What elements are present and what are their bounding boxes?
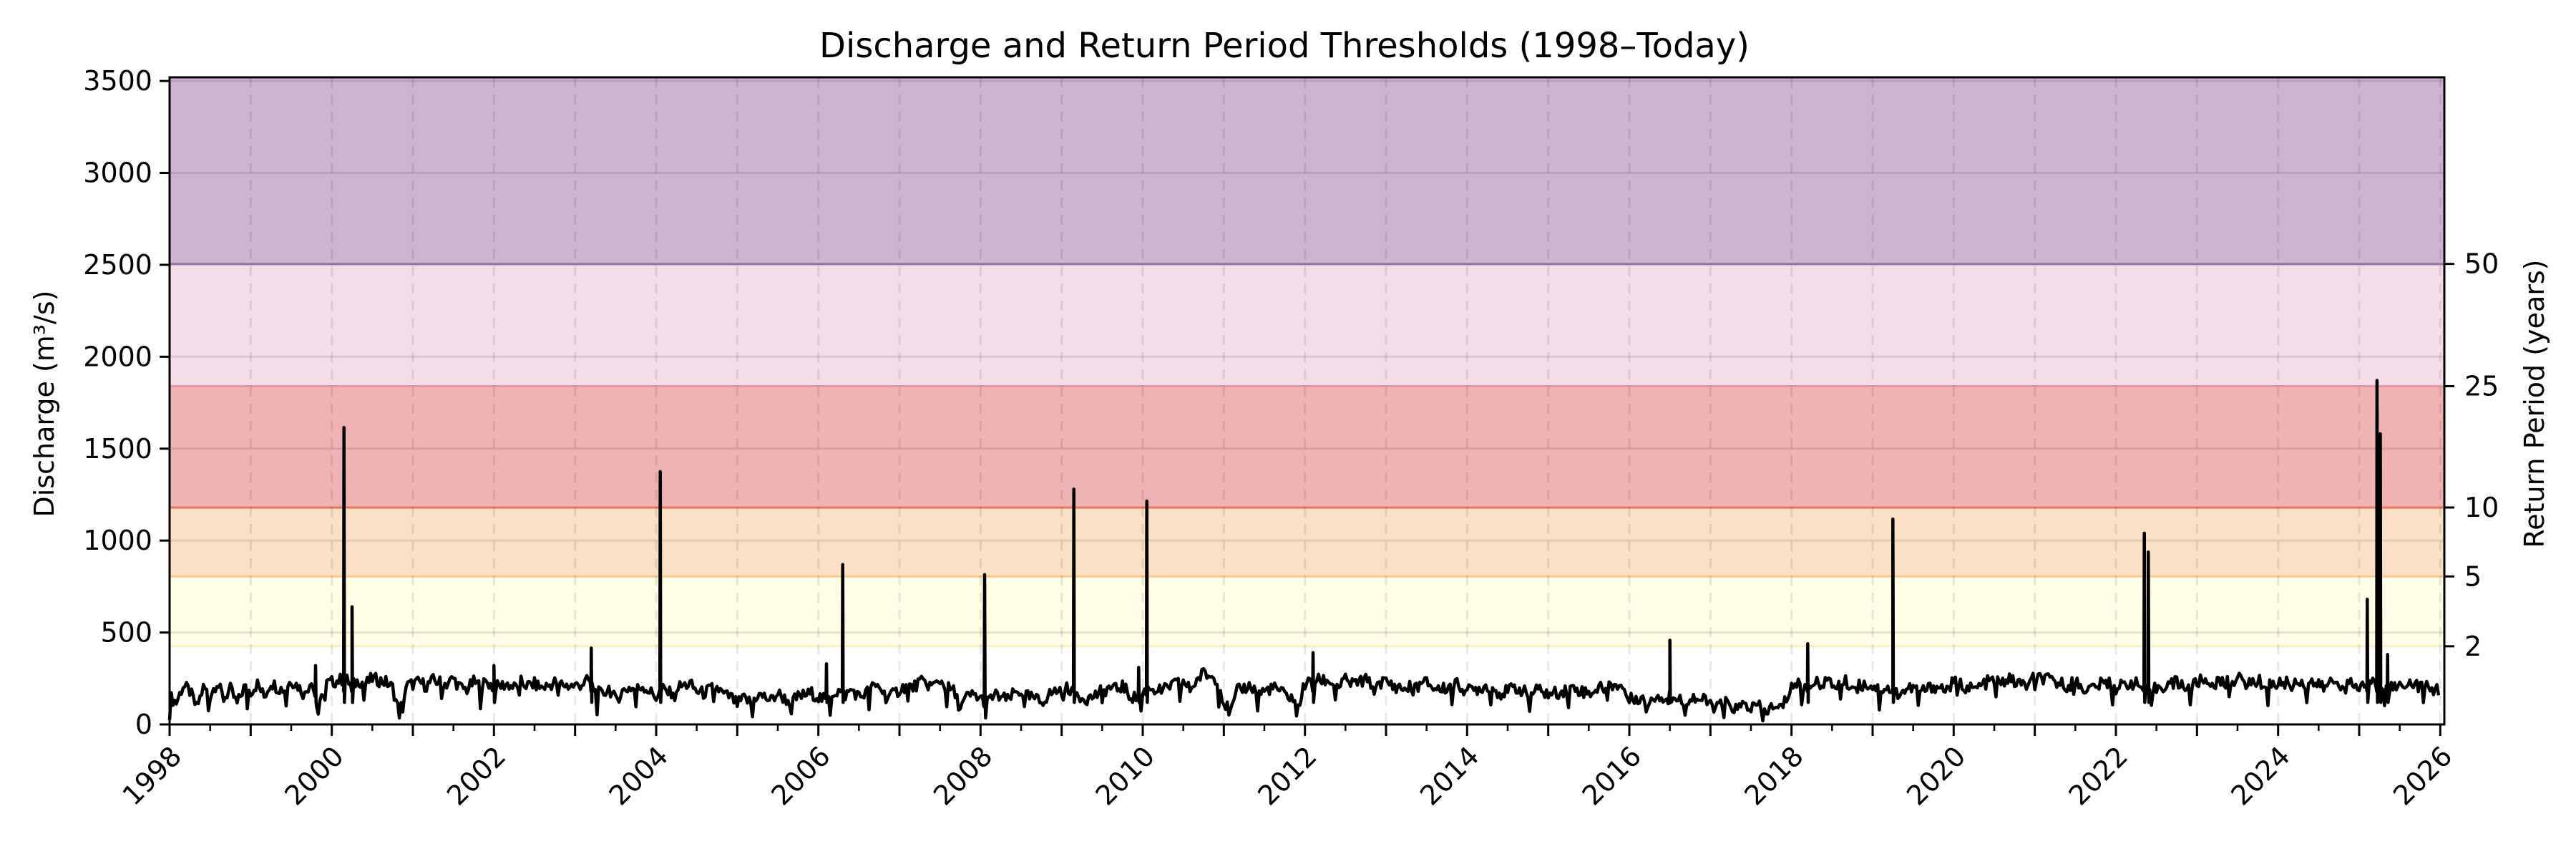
plot-frame bbox=[168, 76, 2446, 726]
band-25-year bbox=[170, 263, 2444, 387]
y-tick-label: 500 bbox=[100, 617, 152, 649]
x-tick-label: 2020 bbox=[1901, 740, 1972, 812]
band-10-year bbox=[170, 386, 2444, 508]
band-50-year bbox=[170, 77, 2444, 264]
x-tick-label: 2006 bbox=[765, 740, 836, 812]
y-tick-label: 2000 bbox=[83, 341, 152, 372]
x-tick-label: 2022 bbox=[2063, 740, 2135, 812]
y-tick-label: 3500 bbox=[83, 65, 152, 97]
y-axis-left: 0 500 1000 1500 2000 2500 3000 3500 bbox=[83, 65, 170, 740]
x-tick-label: 2018 bbox=[1738, 740, 1810, 812]
chart-title: Discharge and Return Period Thresholds (… bbox=[819, 26, 1750, 66]
right-tick-label: 25 bbox=[2464, 370, 2499, 402]
x-tick-label: 2014 bbox=[1414, 740, 1485, 812]
y-axis-label-left: Discharge (m³/s) bbox=[29, 291, 60, 518]
x-tick-label: 2008 bbox=[927, 740, 999, 812]
x-tick-label: 2026 bbox=[2387, 740, 2459, 812]
x-tick-label: 2010 bbox=[1090, 740, 1161, 812]
y-axis-label-right: Return Period (years) bbox=[2519, 260, 2550, 548]
x-tick-label: 2016 bbox=[1576, 740, 1648, 812]
x-tick-label: 2004 bbox=[603, 740, 675, 812]
x-tick-label: 2002 bbox=[441, 740, 512, 812]
x-tick-label: 2000 bbox=[278, 740, 350, 812]
y-tick-label: 0 bbox=[135, 709, 152, 740]
y-tick-label: 1500 bbox=[83, 433, 152, 465]
y-tick-label: 1000 bbox=[83, 525, 152, 556]
x-tick-label: 2012 bbox=[1252, 740, 1323, 812]
x-tick-label: 2024 bbox=[2225, 740, 2296, 812]
x-axis: 1998 2000 2002 2004 2006 2008 2010 2012 2014 2016… bbox=[117, 724, 2459, 812]
right-tick-label: 5 bbox=[2464, 560, 2482, 592]
y-tick-label: 2500 bbox=[83, 249, 152, 281]
discharge-line bbox=[167, 379, 2441, 723]
band-5-year bbox=[170, 507, 2444, 577]
x-tick-label: 1998 bbox=[117, 740, 188, 812]
right-tick-label: 10 bbox=[2464, 492, 2499, 523]
right-tick-label: 2 bbox=[2464, 631, 2482, 662]
band-2-year bbox=[170, 576, 2444, 646]
y-tick-label: 3000 bbox=[83, 157, 152, 189]
threshold-bands bbox=[170, 77, 2444, 648]
right-tick-label: 50 bbox=[2464, 248, 2499, 280]
